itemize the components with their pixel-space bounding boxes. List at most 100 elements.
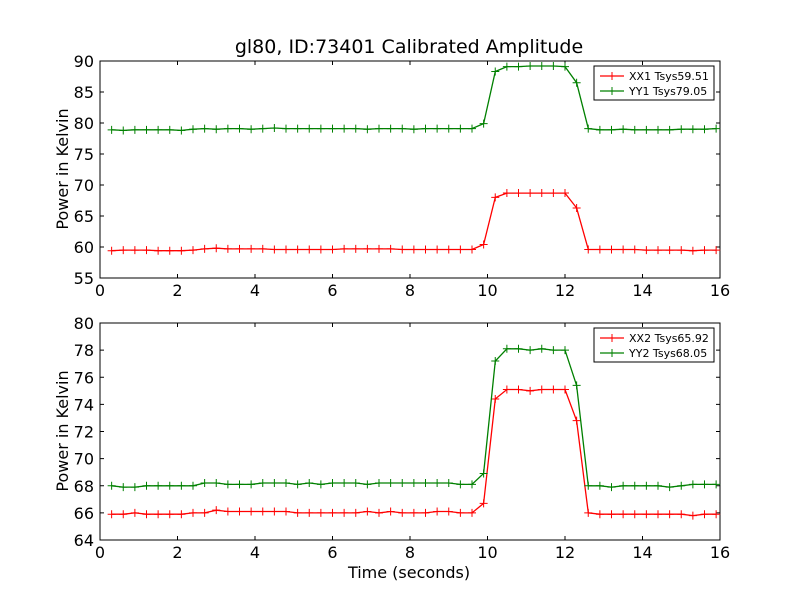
top-series-0-point [375,244,383,253]
top-series-0-point [665,246,674,255]
bottom-y-tick-label: 74 [74,395,94,414]
top-x-tick-label: 0 [95,281,105,300]
top-x-tick-label: 12 [555,281,575,300]
bottom-series-0-point [479,499,488,508]
bottom-series-1-point [712,480,721,489]
top-series-1-point [386,124,395,133]
top-legend-entry: XX1 Tsys59.51 [629,70,709,83]
bottom-series-1-point [433,479,442,488]
bottom-series-0-point [409,508,418,517]
top-series-1-point [479,119,488,128]
bottom-series-1-point [235,480,244,489]
top-series-1-point [526,61,535,70]
top-y-tick-label: 65 [74,207,94,226]
top-x-tick-label: 14 [632,281,652,300]
top-series-0-point [409,245,418,254]
bottom-series-0-point [433,507,442,516]
bottom-x-tick-label: 0 [95,543,105,562]
top-series-0-point [235,244,244,253]
bottom-series-1-point [212,479,221,488]
bottom-series-0-point [258,507,267,516]
bottom-series-1-point [293,480,302,489]
bottom-series-1-point [398,479,407,488]
top-subplot: Power in Kelvin 0 2 4 6 8 10 12 14 16 55 60 65 70 75 8… [53,52,730,300]
bottom-x-tick-label: 8 [405,543,415,562]
bottom-series-1-line [111,348,717,488]
top-series-0-point [700,246,709,255]
top-series-0-point [316,245,325,254]
top-series-1-point [258,124,267,133]
bottom-x-tick-label: 10 [477,543,497,562]
top-y-tick-label: 90 [74,52,94,71]
top-series-1-point [549,61,558,70]
top-series-1-point [514,62,523,71]
bottom-series-0-point [642,510,651,519]
top-series-1-point [107,125,116,134]
top-y-tick-label: 70 [74,176,94,195]
bottom-series-0-point [688,511,697,520]
top-x-tick-label: 8 [405,281,415,300]
bottom-series-0-point [386,507,395,516]
bottom-series-0-point [212,506,221,515]
bottom-series-1-point [351,479,360,488]
bottom-series-1-point [270,479,279,488]
bottom-x-tick-label: 4 [250,543,260,562]
top-series-1-point [561,62,569,71]
bottom-series-1-point [130,483,139,492]
bottom-series-1-point [200,479,209,488]
top-series-1-point [316,124,325,133]
top-series-0-point [433,245,442,254]
bottom-series-1-point [119,483,128,492]
bottom-y-tick-label: 80 [74,314,94,333]
top-series-0-point [270,245,279,254]
bottom-series-0-point [270,507,279,516]
top-series-0-point [119,246,128,255]
top-series-1-point [537,61,546,70]
top-series-0-point [351,244,360,253]
top-series-1-point [677,125,686,134]
bottom-series-0-point [468,508,476,517]
top-series-1-point [665,125,674,134]
top-series-1-point [421,124,430,133]
bottom-subplot: Power in Kelvin Time (seconds) 0 2 4 6 8 10 12… [53,314,730,582]
bottom-series-1-point [363,480,372,489]
bottom-series-0-point [712,510,721,519]
top-series-0-point [200,244,209,253]
bottom-series-0-point [107,510,116,519]
bottom-y-tick-label: 78 [74,341,94,360]
bottom-series-0-point [142,510,151,519]
top-series-0-point [502,189,511,198]
top-series-1-point [595,125,604,134]
top-series-1-point [607,125,616,134]
bottom-series-0-point [363,507,372,516]
top-series-1-point [491,67,500,76]
top-series-0-point [247,244,256,253]
top-series-0-point [630,245,639,254]
bottom-series-0-point [700,510,709,519]
top-series-0-point [212,244,221,253]
top-legend-marker [608,87,616,95]
bottom-series-1-point [537,344,546,353]
bottom-series-1-point [607,483,616,492]
top-series-0-line [111,192,717,252]
bottom-legend-marker [608,349,616,357]
top-series-0-point [479,240,488,249]
bottom-series-1-point [165,481,174,490]
top-series-0-point [619,245,628,254]
top-legend-marker [608,72,616,80]
top-series-0-point [491,193,500,202]
bottom-series-0-point [340,508,349,517]
bottom-series-0-point [316,508,325,517]
top-series-0-point [712,246,721,255]
bottom-series-0-point [561,385,569,394]
top-series-1-point [154,125,163,134]
bottom-y-tick-label: 70 [74,450,94,469]
chart-title: gl80, ID:73401 Calibrated Amplitude [235,36,583,58]
top-series-0-point [444,245,453,254]
top-series-1-point [398,124,407,133]
bottom-series-0-point [549,385,558,394]
top-series-0-point [328,245,337,254]
top-legend-entry: YY1 Tsys79.05 [628,85,707,98]
top-x-tick-label: 4 [250,281,260,300]
top-series-0-point [282,245,290,254]
